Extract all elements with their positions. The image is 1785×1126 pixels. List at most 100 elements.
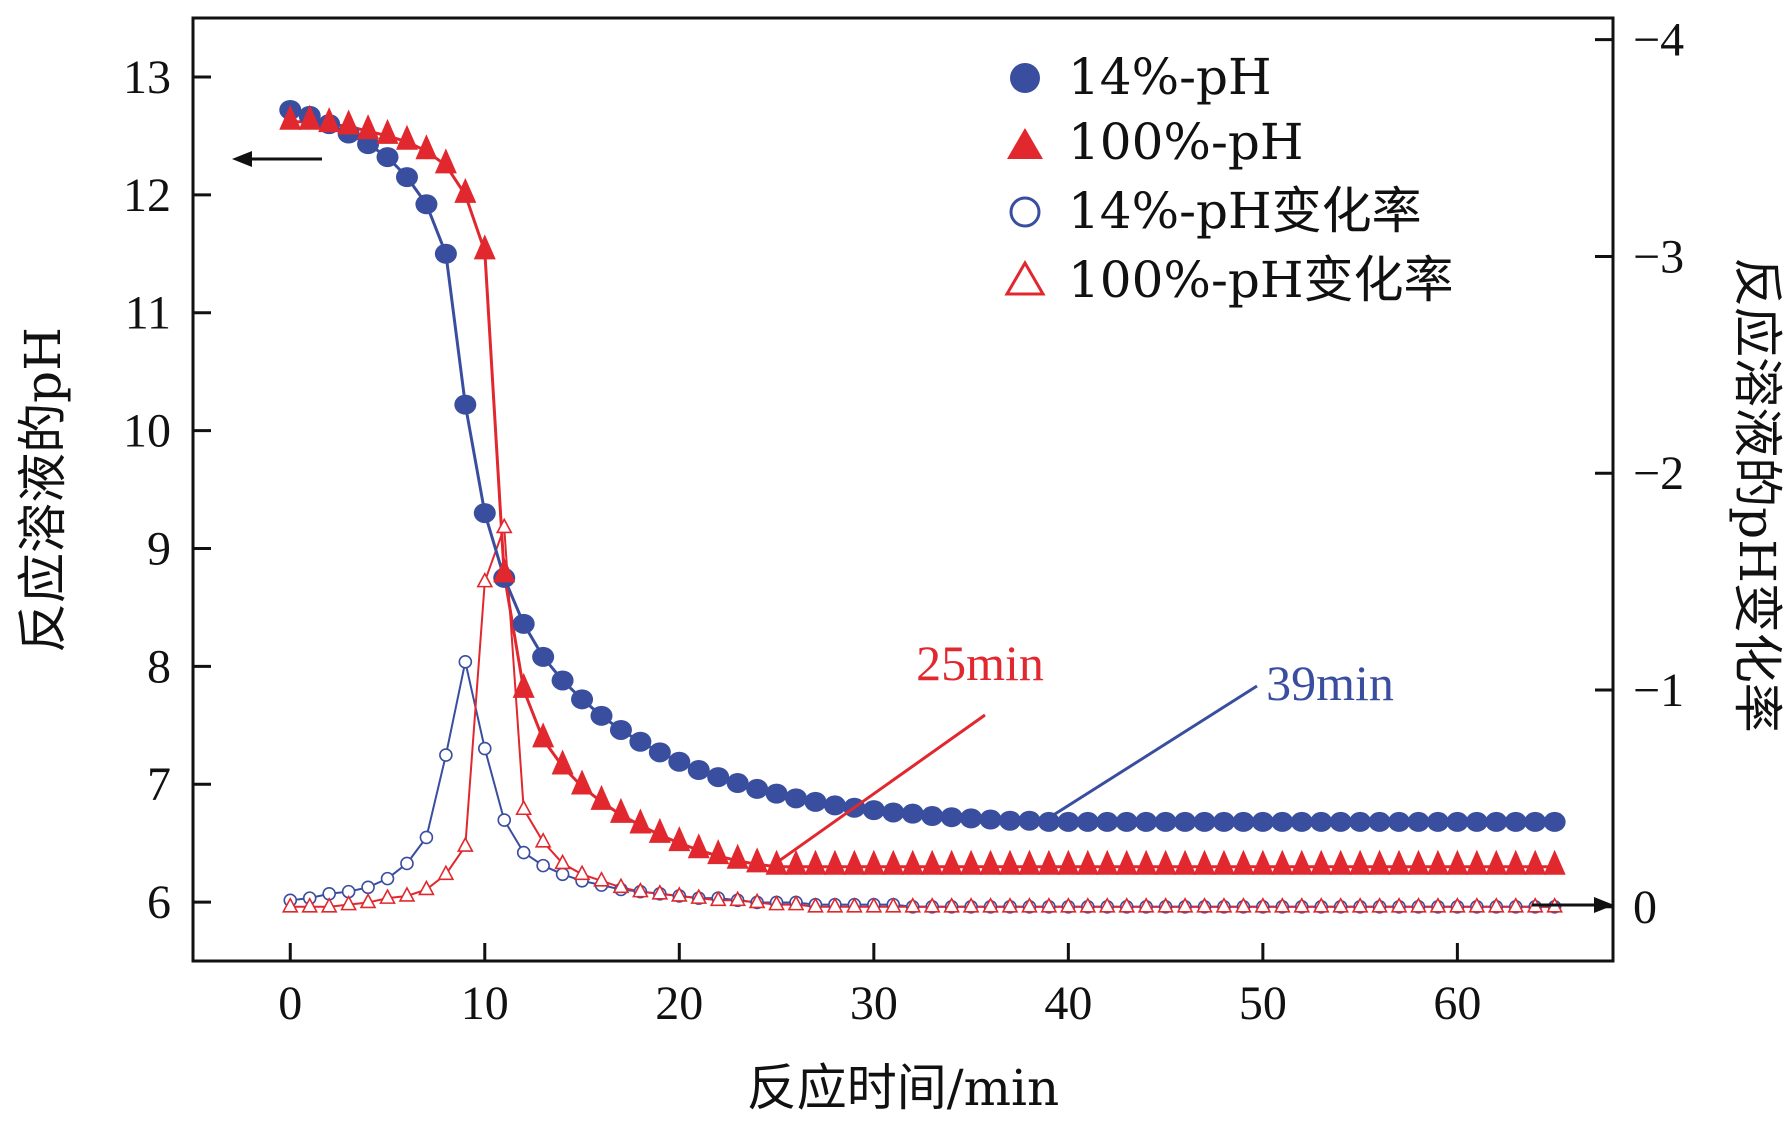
data-point [690, 888, 708, 904]
data-point [1235, 897, 1252, 913]
data-point [497, 813, 512, 827]
data-point [1410, 897, 1427, 913]
data-point [477, 741, 492, 756]
x-tick-label: 60 [1433, 977, 1481, 1030]
data-point [943, 897, 960, 913]
data-point [340, 894, 357, 911]
y-left-tick-label: 10 [123, 405, 171, 458]
data-point [746, 847, 769, 873]
data-point [281, 897, 299, 913]
plot-frame [191, 16, 1615, 963]
data-point [1232, 849, 1255, 875]
data-point [1076, 811, 1099, 832]
data-point [1154, 849, 1177, 875]
data-point [921, 806, 944, 827]
data-point [1057, 849, 1080, 875]
data-point [571, 769, 594, 795]
series-markers [279, 99, 1566, 914]
legend-marker-open-triangle [1004, 260, 1046, 296]
data-point [1098, 897, 1116, 913]
data-point [571, 689, 594, 710]
data-point [823, 795, 846, 816]
data-point [648, 817, 671, 843]
y-left-tick-label: 8 [147, 640, 171, 693]
y-left-tick-label: 6 [147, 876, 171, 929]
legend-item-14pct-ph-rate: 14%-pH变化率 [1009, 182, 1422, 240]
data-point [395, 167, 418, 188]
annotations: 25min 39min [775, 635, 1394, 864]
data-point [901, 849, 924, 875]
data-point [1254, 897, 1272, 913]
data-point [823, 849, 846, 875]
data-point [1290, 849, 1313, 875]
data-point [1212, 849, 1235, 875]
data-point [418, 879, 435, 896]
data-point [707, 767, 730, 788]
data-point [979, 809, 1002, 830]
data-point [1212, 811, 1235, 832]
data-point [1507, 897, 1525, 913]
legend-item-14pct-ph: 14%-pH [1010, 48, 1272, 106]
data-point [1310, 811, 1333, 832]
right-axis-arrow [1532, 897, 1614, 913]
y-left-tick-label: 11 [125, 287, 171, 340]
data-point [376, 147, 399, 168]
data-point [1174, 811, 1197, 832]
data-point [687, 760, 710, 781]
data-point [1001, 897, 1019, 913]
data-point [1368, 849, 1391, 875]
data-point [1037, 811, 1060, 832]
data-point [1290, 811, 1313, 832]
data-point [960, 808, 983, 829]
data-point [1329, 811, 1352, 832]
data-point [982, 897, 999, 913]
data-point [395, 124, 418, 150]
data-point [1349, 811, 1372, 832]
data-point [536, 858, 550, 873]
data-point [1407, 849, 1430, 875]
data-point [361, 880, 375, 895]
data-point [1137, 897, 1155, 913]
data-point [765, 783, 788, 804]
data-point [1449, 897, 1466, 913]
data-point [593, 871, 610, 887]
data-point [1135, 849, 1158, 875]
y-right-tick-label: −2 [1633, 447, 1684, 500]
data-point [573, 864, 591, 881]
data-point [804, 849, 827, 875]
data-point [1174, 849, 1197, 875]
data-point [768, 894, 785, 911]
data-point [454, 177, 477, 203]
data-point [962, 897, 980, 913]
x-tick-label: 30 [850, 977, 898, 1030]
annotation-label: 39min [1266, 655, 1394, 711]
y-left-tick-label: 13 [123, 51, 171, 104]
data-point [668, 826, 691, 852]
data-point [298, 104, 321, 130]
data-point [495, 517, 513, 534]
data-point [1407, 811, 1430, 832]
data-point [1524, 811, 1547, 832]
data-point [1468, 897, 1486, 913]
data-point [1504, 811, 1527, 832]
data-point [921, 849, 944, 875]
data-point [357, 114, 380, 140]
data-point [979, 849, 1002, 875]
data-point [670, 886, 688, 902]
data-point [1426, 811, 1449, 832]
data-point [1485, 849, 1508, 875]
data-point [904, 897, 922, 913]
data-point [1115, 849, 1138, 875]
data-point [590, 784, 613, 810]
data-point [590, 705, 613, 726]
data-point [787, 894, 805, 911]
data-point [1018, 810, 1041, 831]
data-point [1157, 897, 1174, 913]
data-point [707, 839, 730, 865]
data-point [648, 742, 671, 763]
data-point [668, 751, 691, 772]
y-left-tick-label: 9 [147, 522, 171, 575]
x-tick-label: 50 [1239, 977, 1287, 1030]
legend-label: 100%-pH [1068, 113, 1303, 171]
right-y-axis-title: 反应溶液的pH变化率 [1728, 257, 1785, 733]
